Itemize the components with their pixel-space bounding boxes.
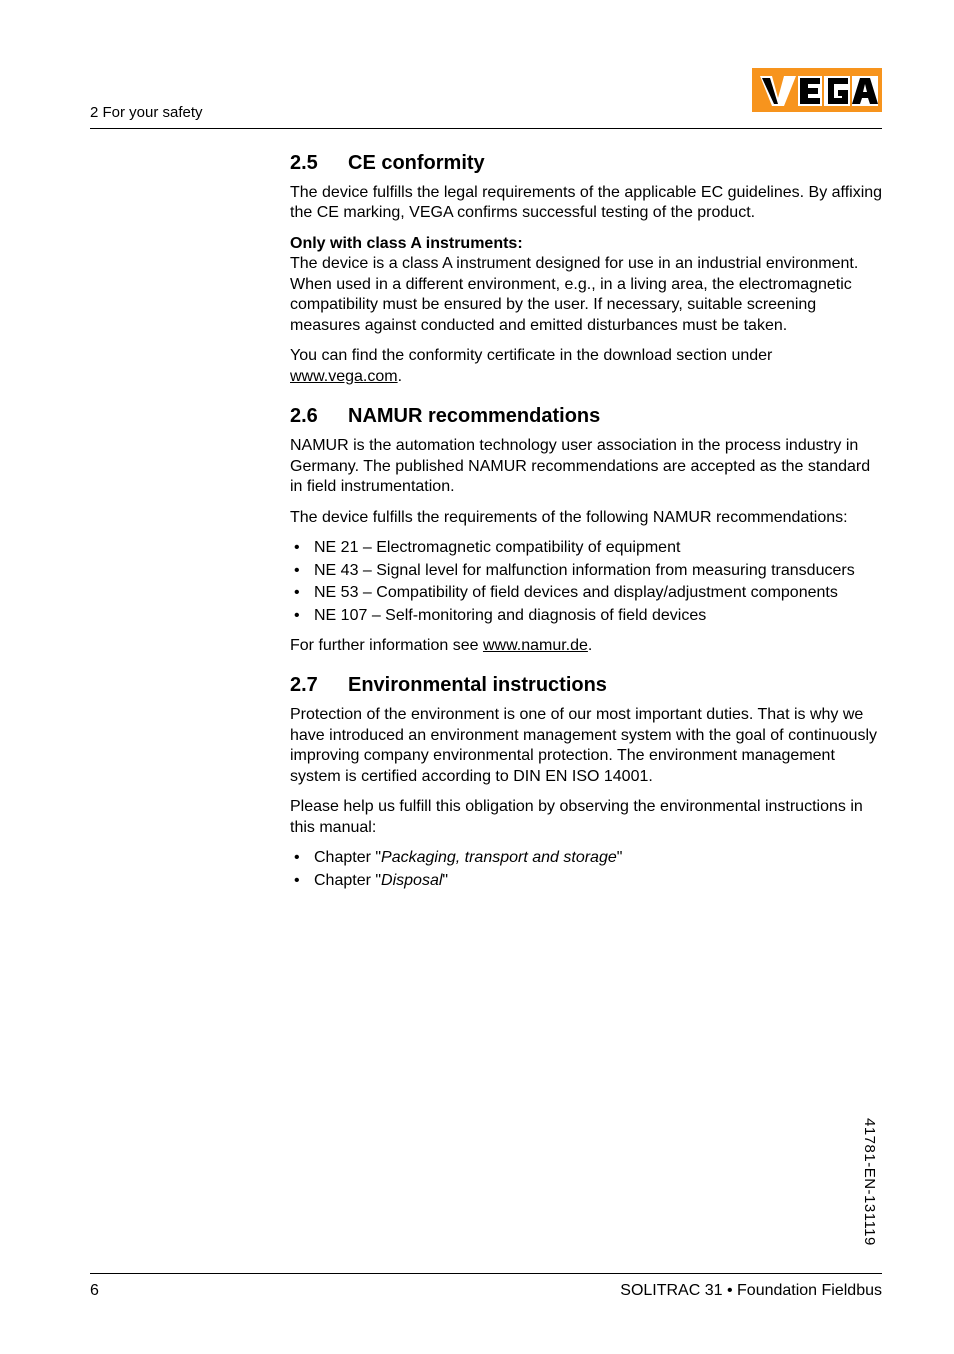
list-item: NE 107 – Self-monitoring and diagnosis o… — [290, 606, 886, 626]
main-content: 2.5CE conformity The device fulfills the… — [290, 152, 886, 901]
text: . — [398, 368, 402, 385]
subheading: Only with class A instruments: The device… — [290, 234, 886, 336]
list-item: NE 21 – Electromagnetic compatibility of… — [290, 538, 886, 558]
text: You can find the conformity certificate … — [290, 347, 772, 364]
list-item: Chapter "Packaging, transport and storag… — [290, 848, 886, 868]
bullet-list: NE 21 – Electromagnetic compatibility of… — [290, 538, 886, 626]
heading-2-5: 2.5CE conformity — [290, 152, 886, 175]
text-italic: Disposal — [381, 872, 442, 889]
heading-title: NAMUR recommendations — [348, 405, 600, 427]
heading-2-7: 2.7Environmental instructions — [290, 674, 886, 697]
body-text: The device is a class A instrument desig… — [290, 255, 858, 333]
page-number: 6 — [90, 1282, 99, 1300]
bullet-list: Chapter "Packaging, transport and storag… — [290, 848, 886, 891]
text: . — [588, 637, 592, 654]
vega-logo — [752, 68, 882, 117]
heading-num: 2.6 — [290, 405, 348, 428]
heading-num: 2.7 — [290, 674, 348, 697]
text: " — [442, 872, 448, 889]
text-italic: Packaging, transport and storage — [381, 849, 617, 866]
heading-num: 2.5 — [290, 152, 348, 175]
heading-2-6: 2.6NAMUR recommendations — [290, 405, 886, 428]
list-item: Chapter "Disposal" — [290, 871, 886, 891]
header-section: 2 For your safety — [90, 104, 203, 121]
text: " — [617, 849, 623, 866]
list-item: NE 53 – Compatibility of field devices a… — [290, 583, 886, 603]
header-rule — [90, 128, 882, 129]
body-text: You can find the conformity certificate … — [290, 346, 886, 387]
footer-product: SOLITRAC 31 • Foundation Fieldbus — [620, 1282, 882, 1300]
body-text: The device fulfills the legal requiremen… — [290, 183, 886, 224]
link-namur[interactable]: www.namur.de — [483, 637, 588, 654]
body-text: For further information see www.namur.de… — [290, 636, 886, 656]
text: Chapter " — [314, 849, 381, 866]
doc-id: 41781-EN-131119 — [861, 1118, 878, 1246]
heading-title: Environmental instructions — [348, 674, 607, 696]
link-vega[interactable]: www.vega.com — [290, 368, 398, 385]
body-text: Protection of the environment is one of … — [290, 705, 886, 787]
body-text: NAMUR is the automation technology user … — [290, 436, 886, 497]
footer-rule — [90, 1273, 882, 1274]
heading-title: CE conformity — [348, 152, 485, 174]
list-item: NE 43 – Signal level for malfunction inf… — [290, 561, 886, 581]
text: For further information see — [290, 637, 483, 654]
body-text: The device fulfills the requirements of … — [290, 508, 886, 528]
body-text: Please help us fulfill this obligation b… — [290, 797, 886, 838]
subheading-text: Only with class A instruments: — [290, 235, 523, 252]
text: Chapter " — [314, 872, 381, 889]
